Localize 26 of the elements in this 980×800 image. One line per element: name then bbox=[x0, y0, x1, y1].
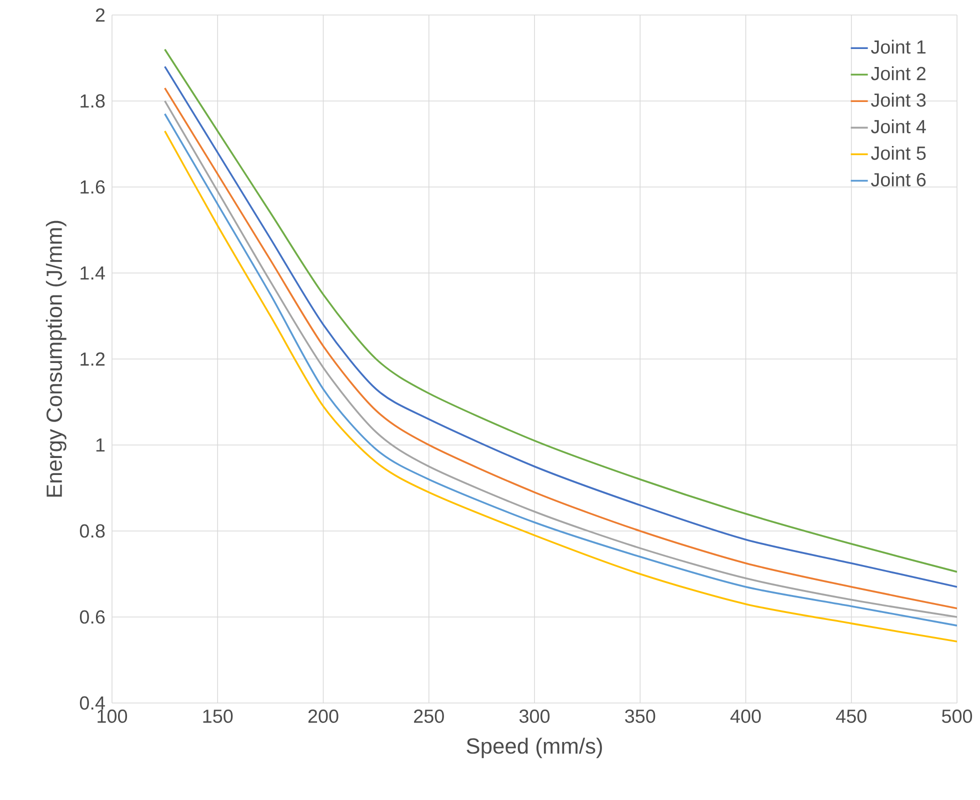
x-axis-title: Speed (mm/s) bbox=[466, 738, 602, 758]
y-tick-label: 0.6 bbox=[80, 610, 105, 624]
y-tick-label: 1 bbox=[96, 438, 105, 452]
y-tick-label: 2 bbox=[96, 8, 105, 22]
x-tick-label: 100 bbox=[98, 709, 128, 723]
x-tick-label: 250 bbox=[414, 709, 444, 723]
y-tick-label: 0.4 bbox=[80, 696, 105, 710]
x-tick-label: 300 bbox=[519, 709, 550, 723]
legend-label: Joint 4 bbox=[871, 119, 926, 134]
y-tick-label: 1.2 bbox=[80, 352, 105, 366]
x-tick-label: 450 bbox=[836, 709, 866, 723]
x-tick-label: 200 bbox=[308, 709, 338, 723]
x-tick-label: 150 bbox=[203, 709, 233, 723]
y-tick-label: 1.4 bbox=[80, 266, 105, 280]
y-axis-title: Energy Consumption (J/mm) bbox=[46, 220, 66, 497]
y-tick-label: 1.6 bbox=[80, 180, 105, 194]
legend-label: Joint 1 bbox=[871, 40, 926, 54]
x-tick-label: 350 bbox=[625, 709, 656, 723]
legend-label: Joint 3 bbox=[871, 92, 926, 107]
legend-label: Joint 2 bbox=[871, 66, 926, 80]
y-tick-label: 0.8 bbox=[80, 524, 105, 538]
legend-label: Joint 5 bbox=[871, 146, 926, 160]
legend-label: Joint 6 bbox=[871, 172, 926, 186]
x-tick-label: 400 bbox=[730, 709, 761, 723]
x-tick-label: 500 bbox=[942, 709, 972, 723]
y-tick-label: 1.8 bbox=[80, 94, 105, 108]
